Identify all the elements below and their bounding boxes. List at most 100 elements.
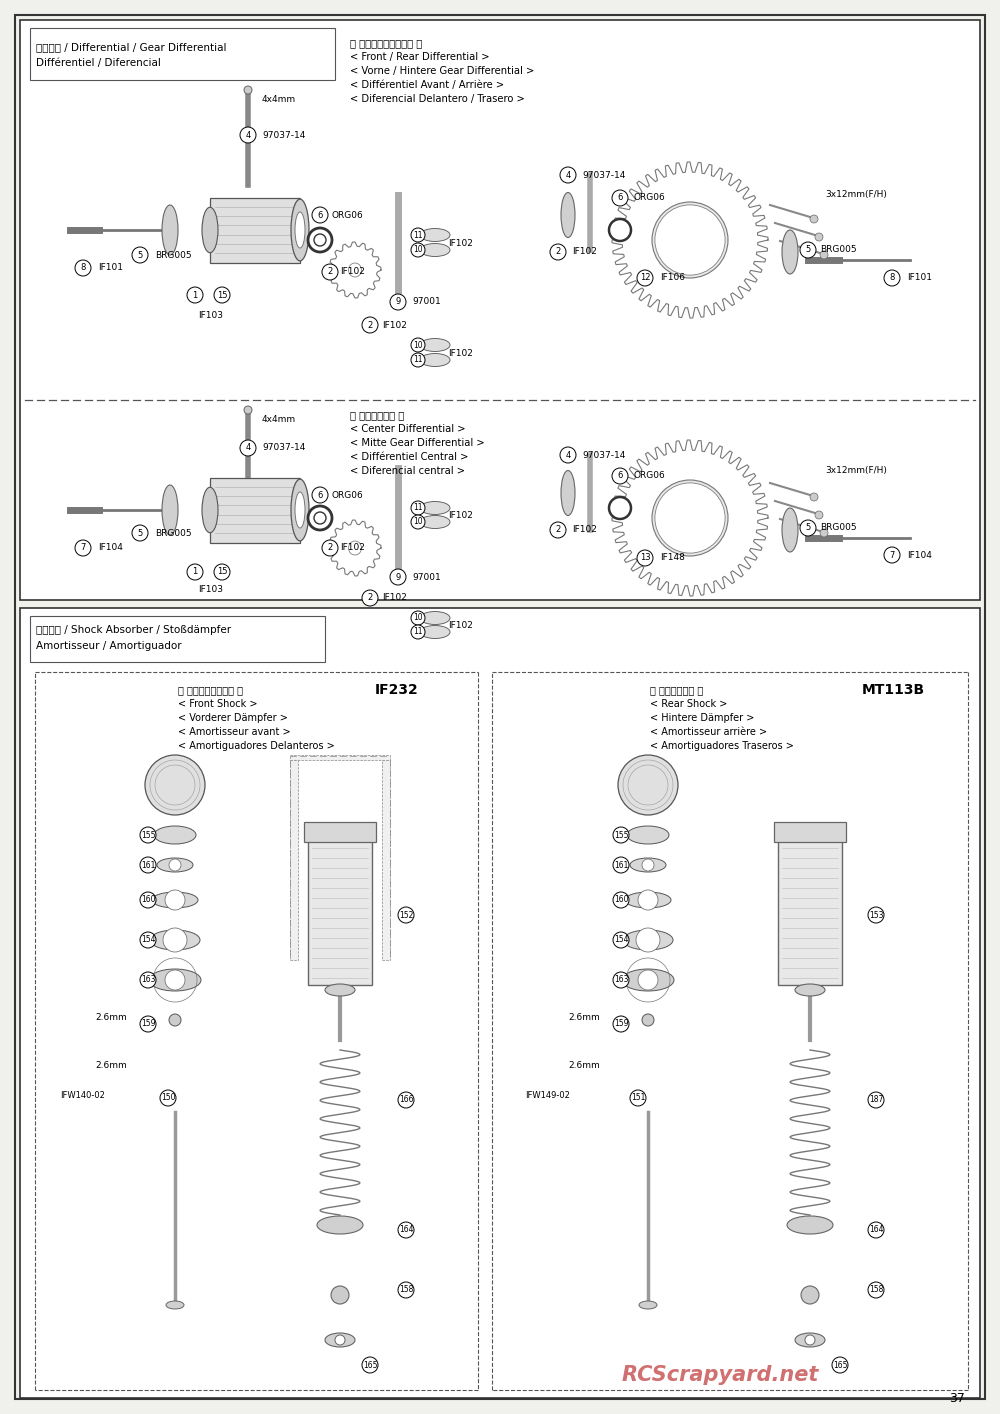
Ellipse shape xyxy=(154,826,196,844)
Circle shape xyxy=(398,1282,414,1298)
Text: IF102: IF102 xyxy=(340,543,365,553)
Circle shape xyxy=(868,906,884,923)
Text: 4: 4 xyxy=(245,130,251,140)
Ellipse shape xyxy=(166,1301,184,1309)
Text: BRG005: BRG005 xyxy=(155,250,192,260)
Text: 164: 164 xyxy=(869,1226,883,1234)
Text: 165: 165 xyxy=(363,1360,377,1370)
Ellipse shape xyxy=(150,930,200,950)
Circle shape xyxy=(160,1090,176,1106)
Text: < Amortiguadores Delanteros >: < Amortiguadores Delanteros > xyxy=(178,741,335,751)
Circle shape xyxy=(362,1357,378,1373)
Text: 166: 166 xyxy=(399,1096,413,1104)
Circle shape xyxy=(390,568,406,585)
Text: IF106: IF106 xyxy=(660,273,685,283)
Circle shape xyxy=(132,247,148,263)
Text: BRG005: BRG005 xyxy=(820,523,857,533)
Text: < Amortisseur avant >: < Amortisseur avant > xyxy=(178,727,291,737)
Text: 13: 13 xyxy=(640,553,650,563)
Ellipse shape xyxy=(420,516,450,529)
Circle shape xyxy=(868,1222,884,1239)
Circle shape xyxy=(214,287,230,303)
Text: IF102: IF102 xyxy=(448,348,473,358)
Text: 11: 11 xyxy=(413,355,423,365)
Circle shape xyxy=(800,242,816,257)
Text: 2.6mm: 2.6mm xyxy=(568,1014,600,1022)
Circle shape xyxy=(642,858,654,871)
Circle shape xyxy=(613,857,629,872)
Circle shape xyxy=(165,889,185,911)
Text: ORG06: ORG06 xyxy=(634,194,666,202)
Bar xyxy=(304,822,376,841)
Text: < Front / Rear Differential >: < Front / Rear Differential > xyxy=(350,52,490,62)
Circle shape xyxy=(655,205,725,276)
Text: 2: 2 xyxy=(555,247,561,256)
Circle shape xyxy=(805,1335,815,1345)
Text: 154: 154 xyxy=(614,936,628,945)
Bar xyxy=(30,617,325,662)
Ellipse shape xyxy=(820,252,828,259)
Circle shape xyxy=(411,228,425,242)
Text: IF102: IF102 xyxy=(572,247,597,256)
Text: ＜ フロント／リヤデフ ＞: ＜ フロント／リヤデフ ＞ xyxy=(350,38,422,48)
Text: 158: 158 xyxy=(869,1285,883,1294)
Text: 163: 163 xyxy=(141,976,155,984)
Circle shape xyxy=(132,525,148,542)
Text: 15: 15 xyxy=(217,567,227,577)
Circle shape xyxy=(362,317,378,334)
Circle shape xyxy=(240,440,256,455)
Circle shape xyxy=(145,755,205,814)
Ellipse shape xyxy=(349,263,362,277)
Ellipse shape xyxy=(295,492,305,527)
Circle shape xyxy=(75,540,91,556)
Ellipse shape xyxy=(623,930,673,950)
Ellipse shape xyxy=(325,1333,355,1348)
Circle shape xyxy=(322,264,338,280)
Bar xyxy=(20,20,980,600)
Text: IF101: IF101 xyxy=(98,263,123,273)
Text: IF104: IF104 xyxy=(907,550,932,560)
Text: BRG005: BRG005 xyxy=(155,529,192,537)
Ellipse shape xyxy=(152,892,198,908)
Ellipse shape xyxy=(795,984,825,995)
Text: MT113B: MT113B xyxy=(862,683,925,697)
Text: < Hintere Dämpfer >: < Hintere Dämpfer > xyxy=(650,713,754,723)
Circle shape xyxy=(638,970,658,990)
Text: 6: 6 xyxy=(317,491,323,499)
Text: ＜ フロントダンパー ＞: ＜ フロントダンパー ＞ xyxy=(178,684,243,696)
Ellipse shape xyxy=(561,471,575,516)
Text: 97001: 97001 xyxy=(412,297,441,307)
Text: 11: 11 xyxy=(413,230,423,239)
Text: 97037-14: 97037-14 xyxy=(262,130,305,140)
Circle shape xyxy=(411,243,425,257)
Circle shape xyxy=(411,515,425,529)
Circle shape xyxy=(652,202,728,279)
Circle shape xyxy=(165,970,185,990)
Circle shape xyxy=(613,932,629,947)
Ellipse shape xyxy=(420,243,450,256)
Circle shape xyxy=(169,858,181,871)
Circle shape xyxy=(322,540,338,556)
Text: 5: 5 xyxy=(805,523,811,533)
Ellipse shape xyxy=(169,1014,181,1027)
Bar xyxy=(20,608,980,1398)
Ellipse shape xyxy=(801,1285,819,1304)
Text: < Différentiel Central >: < Différentiel Central > xyxy=(350,452,468,462)
Ellipse shape xyxy=(291,199,309,260)
Text: 187: 187 xyxy=(869,1096,883,1104)
Circle shape xyxy=(411,354,425,368)
Circle shape xyxy=(609,219,631,240)
Text: 2: 2 xyxy=(367,321,373,329)
Ellipse shape xyxy=(782,508,798,551)
Text: < Diferencial central >: < Diferencial central > xyxy=(350,467,465,477)
Text: 163: 163 xyxy=(614,976,628,984)
Circle shape xyxy=(140,932,156,947)
Circle shape xyxy=(800,520,816,536)
Text: デフギヤ / Differential / Gear Differential: デフギヤ / Differential / Gear Differential xyxy=(36,42,226,52)
Bar xyxy=(778,840,842,986)
Text: 7: 7 xyxy=(889,550,895,560)
Bar xyxy=(210,478,300,543)
Text: 4x4mm: 4x4mm xyxy=(262,416,296,424)
Circle shape xyxy=(75,260,91,276)
Ellipse shape xyxy=(630,858,666,872)
